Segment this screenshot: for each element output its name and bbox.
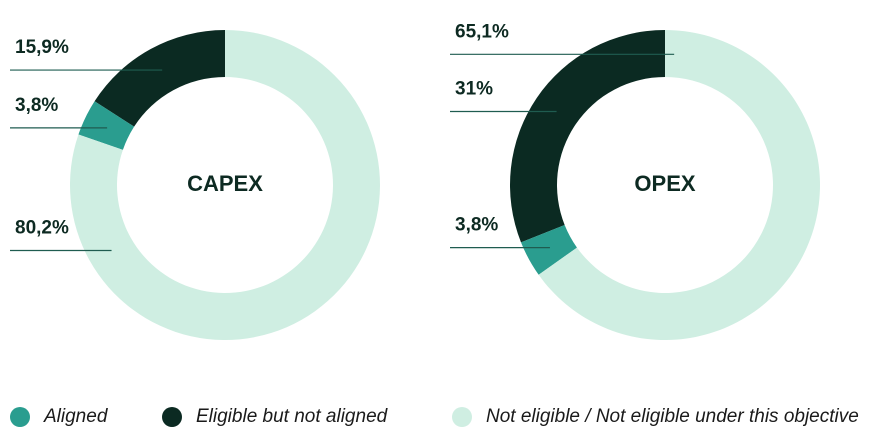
donut-segment: [520, 224, 577, 275]
legend-label: Not eligible / Not eligible under this o…: [486, 406, 859, 427]
donut-segment: [538, 30, 821, 340]
legend-swatch: [10, 407, 30, 427]
center-label: OPEX: [634, 171, 695, 196]
value-label: 15,9%: [15, 37, 69, 58]
center-label: CAPEX: [187, 171, 263, 196]
value-label: 65,1%: [455, 21, 509, 42]
legend-label: Aligned: [43, 406, 109, 427]
legend-swatch: [452, 407, 472, 427]
value-label: 3,8%: [15, 95, 58, 116]
legend-swatch: [162, 407, 182, 427]
legend-label: Eligible but not aligned: [196, 406, 389, 427]
donut-segment: [94, 30, 225, 127]
donut-segment: [69, 30, 381, 340]
value-label: 31%: [455, 78, 493, 99]
donut-segment: [78, 101, 135, 150]
donut-segment: [509, 30, 665, 243]
value-label: 80,2%: [15, 218, 69, 239]
value-label: 3,8%: [455, 215, 498, 236]
